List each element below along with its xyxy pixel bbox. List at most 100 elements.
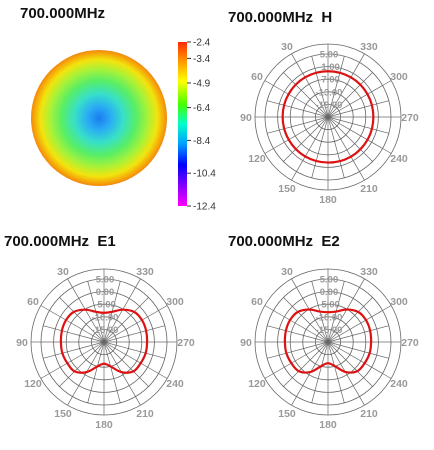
polar-grid-spoke: [59, 341, 105, 387]
polar-grid-spoke: [327, 100, 389, 118]
polar-angle-label: 210: [360, 183, 378, 195]
colorbar-tick-label: -4.9: [193, 79, 211, 90]
polar-grid-spoke: [103, 297, 149, 343]
polar-angle-label: 330: [360, 266, 378, 278]
polar-grid-spoke: [72, 287, 105, 343]
polar-radial-label: -7.00: [318, 75, 340, 86]
colorbar-tick-label: -2.4: [193, 38, 211, 49]
polar-angle-label: 150: [278, 183, 296, 195]
colorbar-tick-label: -6.4: [193, 103, 211, 114]
polar-h-title-cut: H: [321, 9, 333, 26]
polar-e1-panel: 700.000MHz E1 5.00 0.00 -5.00 -10.00 -15.00 3…: [0, 225, 217, 450]
colorbar-tick-label: -10.4: [193, 169, 216, 180]
polar-grid-spoke: [103, 341, 165, 359]
polar-outer-tick: [291, 396, 297, 406]
polar-grid-spoke: [72, 341, 105, 397]
polar-grid-spoke: [327, 341, 383, 374]
polar-angle-label: 330: [136, 266, 154, 278]
polar-grid-spoke: [43, 325, 105, 343]
polar-grid-spoke: [327, 341, 373, 387]
polar-grid-spoke: [327, 325, 389, 343]
heatmap-sphere: [31, 50, 167, 186]
polar-h-panel: 700.000MHz H 5.00 -1.00 -7.00 -13.00 -19.00 3…: [217, 0, 434, 225]
polar-angle-label: 30: [57, 266, 69, 278]
polar-grid-spoke: [327, 297, 373, 343]
polar-angle-label: 180: [95, 419, 113, 431]
polar-grid-spoke: [327, 116, 389, 134]
polar-outer-tick: [359, 53, 365, 63]
polar-grid-spoke: [283, 341, 329, 387]
polar-e1-chart: 5.000.00 -5.00-10.00 -15.00 30 330 300 270 240 2…: [16, 266, 195, 431]
polar-outer-tick: [67, 396, 73, 406]
polar-grid-spoke: [327, 310, 383, 343]
polar-outer-tick: [264, 373, 274, 379]
polar-grid-spoke: [327, 116, 345, 178]
polar-angle-label: 270: [177, 337, 195, 349]
polar-radial-label: -10.00: [92, 312, 119, 323]
polar-h-title-freq: 700.000MHz: [228, 9, 314, 26]
polar-grid-spoke: [296, 341, 329, 397]
polar-grid-spoke: [327, 116, 373, 162]
polar-radial-label: 5.00: [320, 50, 339, 61]
heatmap-panel: 700.000MHz: [0, 0, 217, 225]
polar-radial-label: 5.00: [320, 275, 339, 286]
polar-outer-tick: [135, 396, 141, 406]
polar-angle-label: 240: [390, 153, 408, 165]
polar-radial-label: -15.00: [92, 325, 119, 336]
polar-grid-spoke: [59, 297, 105, 343]
polar-angle-label: 120: [24, 378, 42, 390]
polar-grid-spoke: [311, 341, 329, 403]
polar-radial-label: -15.00: [316, 325, 343, 336]
polar-grid-spoke: [103, 325, 165, 343]
polar-e2-panel: 700.000MHz E2 5.00 0.00 -5.00 -10.00 -15.00 3…: [217, 225, 434, 450]
polar-outer-tick: [291, 171, 297, 181]
polar-e1-title: 700.000MHz E1: [4, 233, 116, 250]
polar-grid-spoke: [273, 116, 329, 149]
polar-grid-spoke: [103, 341, 159, 374]
polar-angle-label: 270: [401, 337, 419, 349]
polar-angle-label: 120: [248, 153, 266, 165]
polar-h-title: 700.000MHz H: [228, 9, 332, 26]
polar-angle-label: 90: [16, 337, 28, 349]
polar-outer-tick: [264, 80, 274, 86]
polar-grid-spoke: [296, 116, 329, 172]
polar-grid-spoke: [327, 341, 345, 403]
polar-angle-label: 60: [251, 71, 263, 83]
polar-grid-spoke: [273, 85, 329, 118]
polar-angle-label: 180: [319, 194, 337, 206]
polar-angle-label: 30: [281, 41, 293, 53]
polar-angle-label: 240: [166, 378, 184, 390]
polar-angle-label: 210: [136, 408, 154, 420]
polar-angle-label: 300: [166, 296, 184, 308]
polar-grid-spoke: [273, 341, 329, 374]
polar-outer-tick: [40, 305, 50, 311]
polar-e2-title-cut: E2: [321, 233, 340, 250]
polar-trace: [59, 308, 149, 374]
polar-grid-spoke: [327, 341, 360, 397]
polar-outer-tick: [359, 278, 365, 288]
polar-grid-spoke: [327, 56, 345, 118]
heatmap-chart: -2.4 -3.4 -4.9 -6.4 -8.4 -10.4 -12.4: [31, 38, 216, 213]
polar-grid-spoke: [327, 85, 383, 118]
polar-angle-label: 300: [390, 71, 408, 83]
polar-grid-spoke: [283, 72, 329, 118]
polar-e1-title-freq: 700.000MHz: [4, 233, 90, 250]
polar-e2-chart: 5.000.00 -5.00-10.00 -15.00 30 330 300 270 240 2…: [240, 266, 419, 431]
polar-radial-label: -1.00: [318, 62, 340, 73]
polar-outer-tick: [40, 373, 50, 379]
polar-outer-tick: [291, 278, 297, 288]
polar-e2-title: 700.000MHz E2: [228, 233, 340, 250]
polar-radial-label: -10.00: [316, 312, 343, 323]
polar-outer-tick: [291, 53, 297, 63]
polar-outer-tick: [382, 305, 392, 311]
polar-grid-spoke: [283, 297, 329, 343]
colorbar-tick-label: -8.4: [193, 136, 211, 147]
polar-radial-label: -13.00: [316, 87, 343, 98]
polar-grid-spoke: [103, 341, 149, 387]
polar-grid-spoke: [87, 341, 105, 403]
polar-radial-label: -5.00: [318, 300, 340, 311]
polar-outer-tick: [135, 278, 141, 288]
polar-h-chart: 5.00-1.00 -7.00-13.00 -19.00 30 330 300 270 240…: [240, 41, 419, 206]
polar-angle-label: 30: [281, 266, 293, 278]
polar-grid-spoke: [327, 116, 383, 149]
